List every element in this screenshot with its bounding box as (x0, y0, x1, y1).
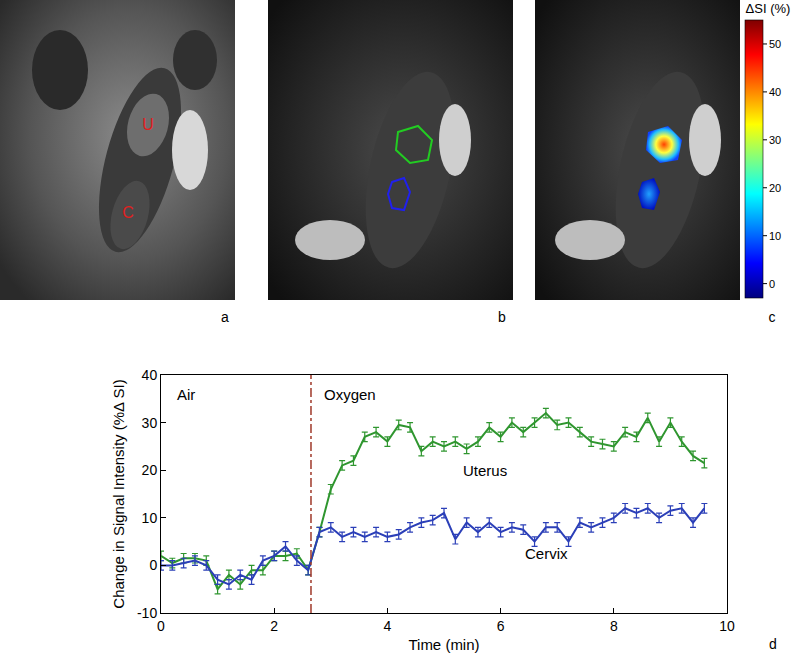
svg-text:4: 4 (384, 618, 392, 634)
svg-text:Air: Air (177, 386, 195, 403)
svg-text:10: 10 (142, 510, 158, 526)
svg-text:d: d (769, 636, 777, 652)
svg-text:8: 8 (610, 618, 618, 634)
svg-text:-10: -10 (137, 605, 157, 621)
svg-text:40: 40 (769, 86, 781, 98)
svg-text:0: 0 (157, 618, 165, 634)
svg-text:Uterus: Uterus (463, 462, 507, 479)
svg-text:2: 2 (270, 618, 278, 634)
svg-text:40: 40 (142, 367, 158, 383)
svg-text:10: 10 (769, 230, 781, 242)
svg-text:6: 6 (497, 618, 505, 634)
svg-text:0: 0 (769, 278, 775, 290)
svg-text:Change in Signal Intensity (%Δ: Change in Signal Intensity (%Δ SI) (110, 379, 127, 608)
svg-text:0: 0 (149, 557, 157, 573)
svg-text:U: U (142, 116, 154, 133)
svg-text:20: 20 (769, 182, 781, 194)
svg-text:c: c (769, 309, 776, 325)
svg-text:50: 50 (769, 38, 781, 50)
svg-text:30: 30 (142, 415, 158, 431)
svg-text:b: b (498, 309, 506, 325)
svg-text:10: 10 (719, 618, 735, 634)
svg-text:Oxygen: Oxygen (324, 386, 376, 403)
svg-text:Time (min): Time (min) (408, 636, 479, 653)
svg-text:ΔSI (%): ΔSI (%) (746, 1, 791, 16)
svg-text:20: 20 (142, 462, 158, 478)
svg-text:30: 30 (769, 134, 781, 146)
svg-text:C: C (122, 204, 134, 221)
svg-text:Cervix: Cervix (525, 545, 568, 562)
svg-text:a: a (221, 309, 229, 325)
